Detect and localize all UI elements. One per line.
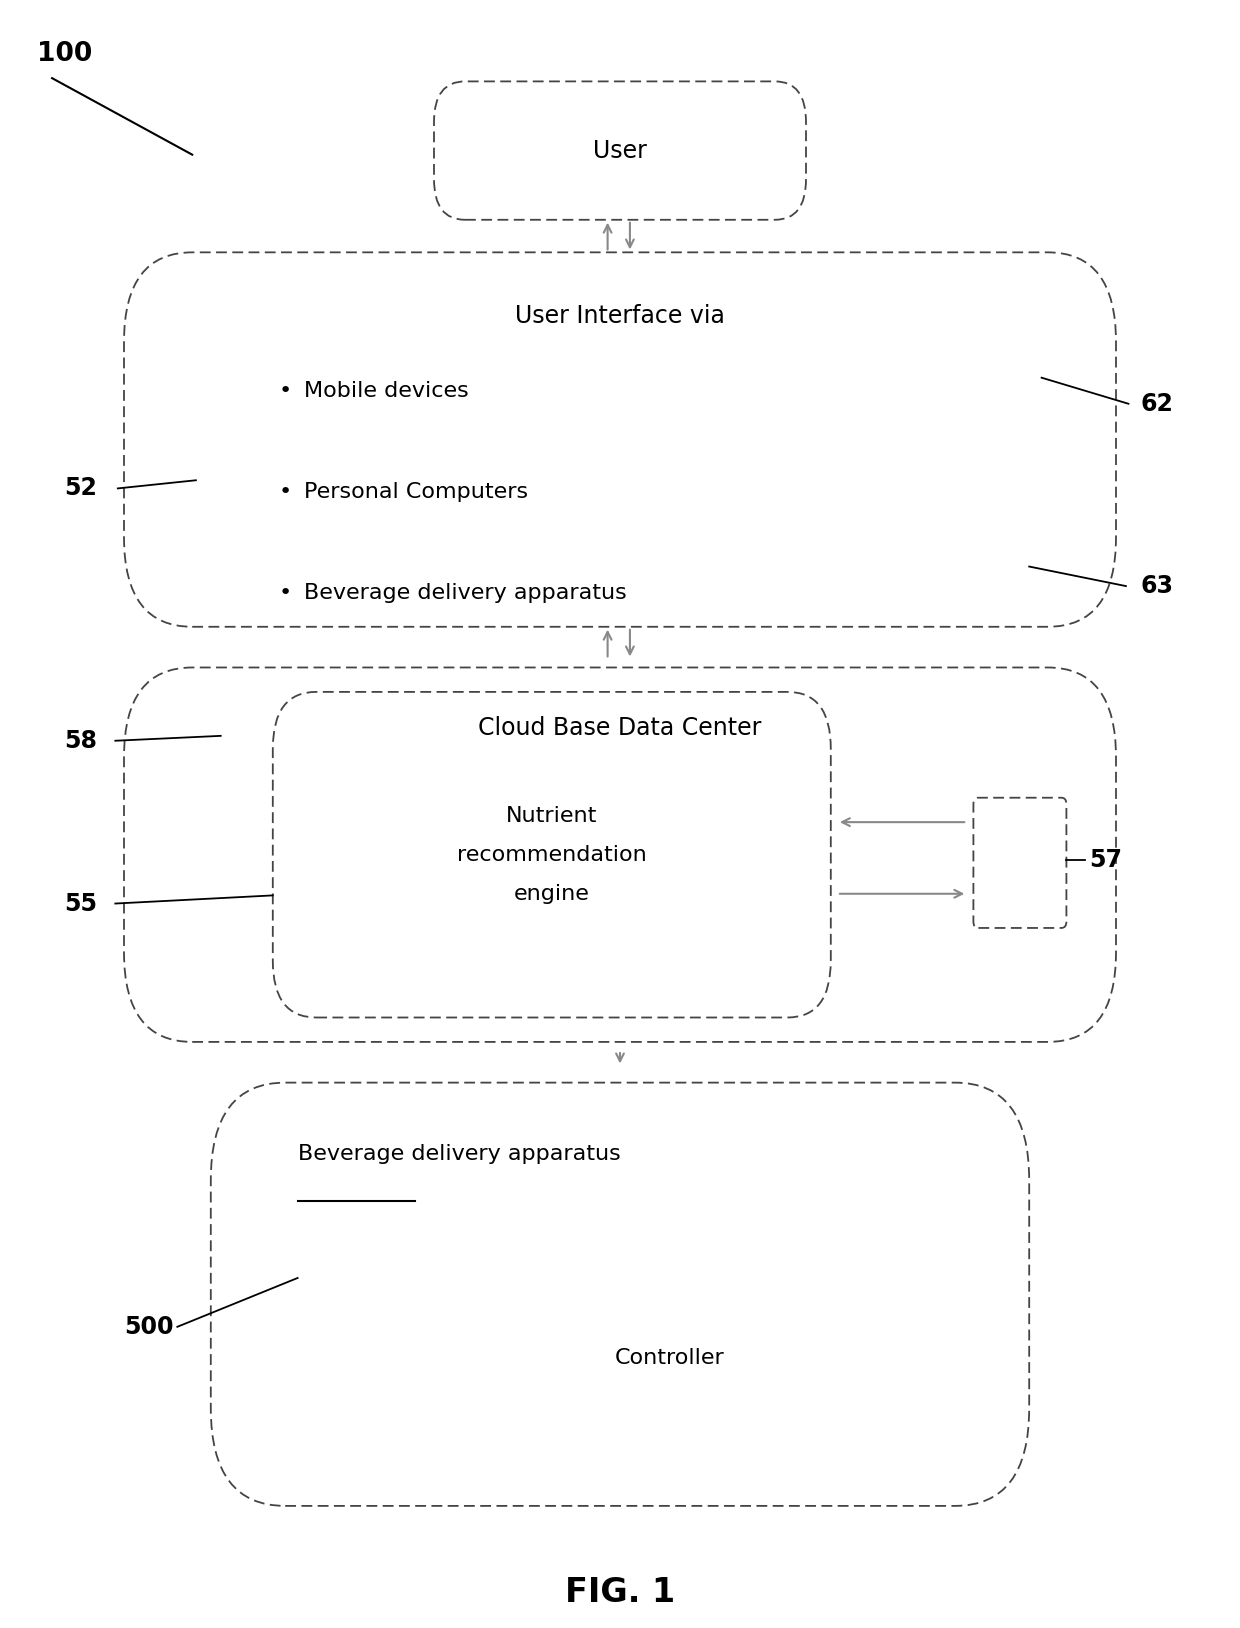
- Text: Beverage delivery apparatus: Beverage delivery apparatus: [298, 1144, 620, 1164]
- FancyBboxPatch shape: [434, 81, 806, 220]
- Text: FIG. 1: FIG. 1: [565, 1576, 675, 1608]
- FancyBboxPatch shape: [273, 692, 831, 1018]
- Text: •: •: [279, 482, 291, 501]
- Text: 52: 52: [64, 477, 98, 500]
- Text: User: User: [593, 138, 647, 163]
- Text: 55: 55: [64, 892, 98, 915]
- Text: Personal Computers: Personal Computers: [304, 482, 528, 501]
- Text: Nutrient
recommendation
engine: Nutrient recommendation engine: [456, 806, 647, 904]
- Text: User Interface via: User Interface via: [515, 304, 725, 329]
- Text: •: •: [279, 381, 291, 400]
- Text: 500: 500: [124, 1315, 174, 1338]
- Text: Controller: Controller: [615, 1348, 724, 1368]
- FancyBboxPatch shape: [124, 252, 1116, 627]
- Text: 100: 100: [37, 41, 93, 67]
- Text: 58: 58: [64, 729, 98, 752]
- Text: Cloud Base Data Center: Cloud Base Data Center: [479, 716, 761, 741]
- Text: •: •: [279, 583, 291, 602]
- Text: 57: 57: [1089, 848, 1122, 871]
- FancyBboxPatch shape: [973, 798, 1066, 928]
- FancyBboxPatch shape: [211, 1083, 1029, 1506]
- Text: Beverage delivery apparatus: Beverage delivery apparatus: [304, 583, 626, 602]
- Text: Mobile devices: Mobile devices: [304, 381, 469, 400]
- FancyBboxPatch shape: [124, 667, 1116, 1042]
- Text: 62: 62: [1141, 392, 1174, 415]
- Text: 63: 63: [1141, 575, 1174, 597]
